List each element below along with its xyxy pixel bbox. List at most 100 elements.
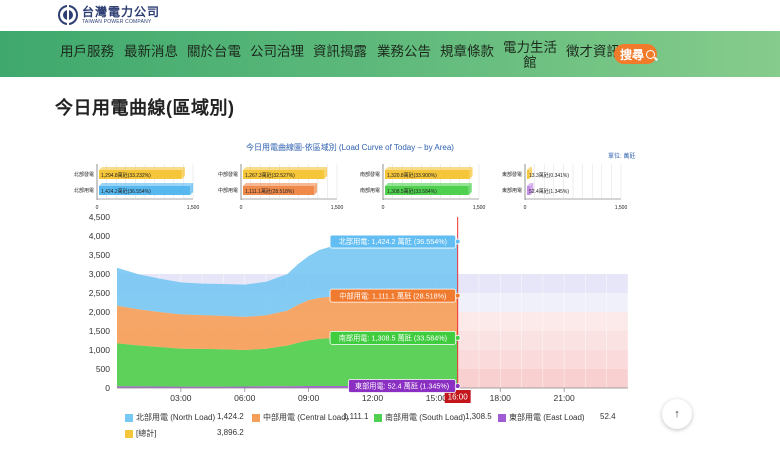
page-title: 今日用電曲線(區域別) bbox=[55, 98, 235, 118]
legend-item[interactable]: 北部用電 (North Load) bbox=[125, 412, 215, 423]
search-button[interactable]: 搜尋 bbox=[614, 44, 657, 64]
x-tick-label: 15:00 bbox=[426, 393, 448, 403]
search-button-label: 搜尋 bbox=[620, 47, 645, 62]
mini-gen-bar bbox=[99, 170, 182, 179]
mini-gen-value: 1,294.8萬瓩(33.232%) bbox=[101, 172, 151, 179]
mini-bar-top bbox=[99, 183, 194, 186]
search-icon bbox=[646, 49, 656, 59]
area-series-3 bbox=[117, 239, 458, 317]
mini-tick-label: 0 bbox=[96, 205, 99, 211]
y-tick-label: 1,500 bbox=[89, 326, 111, 336]
callout-text: 北部用電: 1,424.2 萬瓩 (36.554%) bbox=[339, 237, 447, 246]
nav-item-disclosure[interactable]: 資訊揭露 bbox=[313, 44, 367, 59]
callout-1: 中部用電: 1,111.1 萬瓩 (28.518%) bbox=[329, 288, 461, 303]
mini-chart-2: 南部發電 1,320.8萬瓩(33.900%) 南部用電 1,308.5萬瓩(33.5… bbox=[360, 164, 485, 211]
logo-english-name: TAIWAN POWER COMPANY bbox=[82, 18, 152, 25]
mini-bar-charts: 北部發電 1,294.8萬瓩(33.232%) 北部用電 1,424.2萬瓩(36.5… bbox=[74, 164, 627, 211]
legend-swatch bbox=[125, 429, 133, 438]
legend-label: 中部用電 (Central Load) bbox=[263, 413, 349, 422]
mini-load-value: 52.4萬瓩(1.345%) bbox=[529, 188, 569, 195]
mini-bar-side bbox=[324, 167, 328, 179]
mini-gen-label: 中部發電 bbox=[218, 171, 238, 178]
mini-bar-top bbox=[243, 183, 318, 186]
mini-load-label: 南部用電 bbox=[360, 187, 380, 194]
current-time-badge bbox=[444, 390, 471, 403]
y-tick-label: 4,000 bbox=[89, 231, 111, 241]
nav-item-governance[interactable]: 公司治理 bbox=[250, 44, 304, 59]
back-to-top-button[interactable]: ↑ bbox=[662, 399, 692, 429]
mini-chart-1: 中部發電 1,267.3萬瓩(32.527%) 中部用電 1,111.1萬瓩(28.5… bbox=[218, 164, 343, 211]
mini-gen-label: 東部發電 bbox=[502, 171, 522, 178]
mini-bar-top bbox=[385, 167, 473, 170]
nav-item-customer-service[interactable]: 用戶服務 bbox=[60, 44, 114, 59]
mini-chart-3: 東部發電 13.3萬瓩(0.341%) 東部用電 52.4萬瓩(1.345%) 0 1,5… bbox=[502, 164, 627, 211]
mini-bar-side bbox=[469, 167, 473, 179]
y-tick-label: 0 bbox=[105, 383, 110, 393]
legend-value: 1,308.5 bbox=[465, 412, 492, 421]
mini-load-bar bbox=[243, 186, 315, 195]
load-curve-chart: 0 500 1,000 1,500 2,000 2,500 3,000 3,500 4,000 4… bbox=[89, 212, 629, 403]
taipower-logo[interactable]: 台灣電力公司 TAIWAN POWER COMPANY bbox=[58, 5, 160, 25]
mini-bar-top bbox=[527, 183, 534, 186]
y-tick-label: 1,000 bbox=[89, 345, 111, 355]
legend-value: 1,111.1 bbox=[343, 412, 369, 421]
callout-point bbox=[454, 383, 461, 389]
callout-point bbox=[454, 292, 461, 299]
taipower-logo-icon bbox=[58, 5, 78, 25]
legend-item[interactable]: 南部用電 (South Load) bbox=[374, 412, 465, 423]
x-tick-label: 09:00 bbox=[298, 393, 320, 403]
mini-bar-top bbox=[527, 167, 532, 170]
nav-item-regulations[interactable]: 規章條款 bbox=[440, 44, 494, 59]
mini-tick-label: 1,500 bbox=[473, 205, 486, 211]
mini-tick-label: 0 bbox=[382, 205, 385, 211]
legend-item[interactable]: 東部用電 (East Load) bbox=[498, 412, 585, 423]
legend-label: 東部用電 (East Load) bbox=[509, 413, 585, 422]
area-series-1 bbox=[117, 336, 458, 387]
x-tick-label: 06:00 bbox=[234, 393, 256, 403]
y-tick-label: 4,500 bbox=[89, 212, 111, 222]
mini-load-bar bbox=[99, 186, 191, 195]
legend-swatch bbox=[374, 413, 382, 422]
mini-load-bar bbox=[527, 186, 531, 195]
nav-item-about[interactable]: 關於台電 bbox=[187, 44, 241, 59]
nav-item-careers[interactable]: 徵才資訊 bbox=[566, 44, 620, 59]
mini-gen-label: 北部發電 bbox=[74, 171, 94, 178]
legend-item[interactable]: [總計] bbox=[125, 428, 156, 439]
mini-load-value: 1,308.5萬瓩(33.584%) bbox=[387, 188, 437, 195]
mini-tick-label: 0 bbox=[240, 205, 243, 211]
x-tick-label: 21:00 bbox=[553, 393, 575, 403]
callout-point bbox=[454, 238, 461, 245]
legend-label: [總計] bbox=[136, 429, 157, 438]
y-tick-label: 2,500 bbox=[89, 288, 111, 298]
x-tick-label: 03:00 bbox=[170, 393, 192, 403]
mini-gen-label: 南部發電 bbox=[360, 171, 380, 178]
x-tick-label: 18:00 bbox=[490, 393, 512, 403]
legend-item[interactable]: 中部用電 (Central Load) bbox=[252, 412, 348, 423]
mini-bar-top bbox=[385, 183, 472, 186]
nav-item-announcements[interactable]: 業務公告 bbox=[377, 44, 431, 59]
nav-item-news[interactable]: 最新消息 bbox=[124, 44, 178, 59]
mini-gen-value: 1,320.8萬瓩(33.900%) bbox=[387, 172, 437, 179]
chart-legend: 北部用電 (North Load) 1,424.2 中部用電 (Central Lo… bbox=[125, 409, 645, 439]
legend-swatch bbox=[125, 413, 133, 422]
mini-load-value: 1,424.2萬瓩(36.554%) bbox=[101, 188, 151, 195]
nav-item-power-life[interactable]: 電力生活館 bbox=[503, 40, 557, 70]
callout-3: 東部用電: 52.4 萬瓩 (1.345%) bbox=[348, 379, 461, 393]
x-tick-label: 12:00 bbox=[362, 393, 384, 403]
callout-text: 中部用電: 1,111.1 萬瓩 (28.518%) bbox=[339, 291, 446, 300]
mini-gen-value: 1,267.3萬瓩(32.527%) bbox=[245, 172, 295, 179]
legend-swatch bbox=[498, 413, 506, 422]
legend-value: 3,896.2 bbox=[217, 428, 244, 437]
mini-load-label: 北部用電 bbox=[74, 187, 94, 194]
mini-bar-side bbox=[190, 183, 194, 195]
mini-bar-side bbox=[529, 167, 532, 179]
callout-0: 北部用電: 1,424.2 萬瓩 (36.554%) bbox=[329, 234, 461, 249]
logo-chinese-name: 台灣電力公司 bbox=[82, 4, 161, 19]
mini-bar-side bbox=[181, 167, 185, 179]
mini-tick-label: 1,500 bbox=[615, 205, 628, 211]
mini-bar-top bbox=[243, 167, 328, 170]
mini-gen-bar bbox=[527, 170, 529, 179]
callout-point bbox=[454, 334, 461, 341]
mini-load-bar bbox=[385, 186, 469, 195]
y-tick-label: 2,000 bbox=[89, 307, 111, 317]
